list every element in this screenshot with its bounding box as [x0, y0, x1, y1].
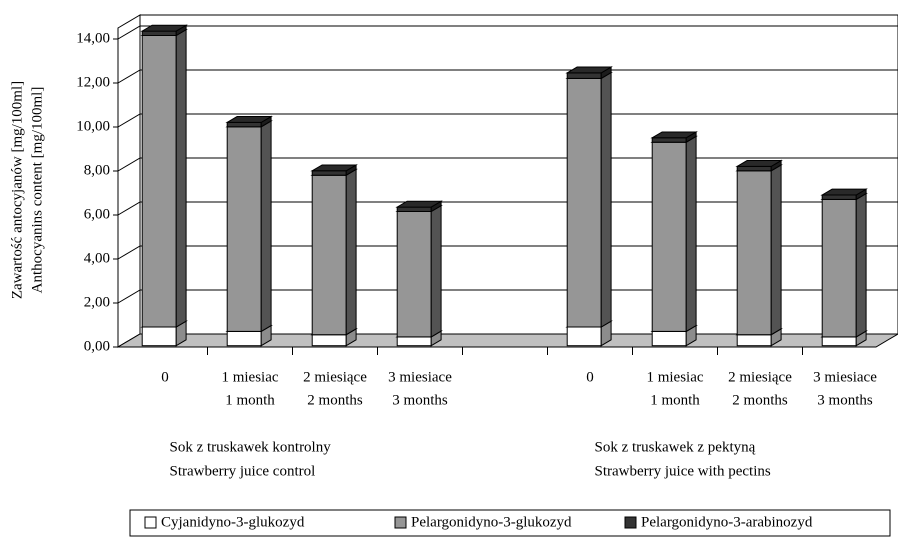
bar-segment	[566, 326, 602, 347]
x-tick-label: 3 miesiace	[813, 369, 877, 385]
bar-segment	[311, 170, 347, 176]
x-tick-label: 0	[161, 369, 169, 385]
y-tick-label: 2,00	[84, 294, 110, 310]
x-tick-label: 1 miesiac	[646, 369, 703, 385]
bar-top	[140, 24, 188, 32]
bar-segment	[396, 336, 432, 347]
bar-side	[175, 28, 187, 328]
legend-swatch	[144, 516, 157, 529]
x-tick-label: 2 months	[732, 392, 788, 408]
y-axis-label: Zawartość antocyjanów [mg/100ml]	[9, 81, 25, 299]
x-tick-label: 3 months	[817, 392, 873, 408]
bar-segment	[651, 141, 687, 332]
bar-side	[430, 204, 442, 338]
group-label: Strawberry juice control	[170, 463, 316, 479]
bar-side	[770, 164, 782, 336]
bar-segment	[821, 198, 857, 338]
bar-segment	[226, 126, 262, 332]
y-axis-label: Anthocyanins content [mg/100ml]	[29, 87, 45, 294]
x-tick-label: 0	[586, 369, 594, 385]
x-tick-label: 3 months	[392, 392, 448, 408]
bar-segment	[311, 334, 347, 347]
y-tick-label: 0,00	[84, 338, 110, 354]
bar-segment	[651, 137, 687, 143]
bar-segment	[311, 174, 347, 336]
grid-line	[117, 289, 898, 304]
legend-label: Pelargonidyno-3-glukozyd	[411, 514, 572, 530]
bar-segment	[226, 330, 262, 347]
bar-segment	[736, 165, 772, 172]
bar-top	[650, 131, 698, 139]
bar-top	[395, 200, 443, 208]
bar-segment	[566, 77, 602, 328]
group-label: Sok z truskawek z pektyną	[595, 439, 756, 455]
bar-segment	[736, 334, 772, 347]
bar-segment	[651, 330, 687, 347]
grid-line	[117, 245, 898, 260]
bar-segment	[821, 336, 857, 347]
bar-segment	[396, 206, 432, 213]
y-tick-label: 6,00	[84, 206, 110, 222]
bar-segment	[736, 170, 772, 336]
bar-top	[735, 160, 783, 167]
bar-side	[685, 135, 697, 333]
grid-line	[117, 113, 898, 128]
y-tick-label: 12,00	[76, 74, 110, 90]
bar-top	[310, 164, 358, 172]
x-tick-label: 3 miesiace	[388, 369, 452, 385]
grid-line	[117, 157, 898, 172]
legend-box	[129, 509, 891, 537]
grid-line	[117, 201, 898, 216]
x-tick-label: 1 miesiac	[221, 369, 278, 385]
x-tick-label: 2 miesiące	[303, 369, 367, 385]
x-tick-label: 2 miesiące	[728, 369, 792, 385]
grid-line	[117, 69, 898, 84]
legend-swatch	[624, 516, 637, 529]
bar-top	[225, 116, 273, 123]
legend-swatch	[394, 516, 407, 529]
bar-segment	[141, 326, 177, 347]
bar-top	[565, 66, 613, 74]
bar-side	[600, 71, 612, 328]
y-tick-label: 14,00	[76, 30, 110, 46]
grid-line	[117, 25, 898, 40]
x-tick-label: 1 month	[225, 392, 275, 408]
bar-side	[345, 168, 357, 336]
x-tick-label: 1 month	[650, 392, 700, 408]
x-tick-label: 2 months	[307, 392, 363, 408]
legend-label: Pelargonidyno-3-arabinozyd	[641, 514, 813, 530]
y-tick-label: 4,00	[84, 250, 110, 266]
bar-segment	[566, 72, 602, 79]
y-tick-label: 10,00	[76, 118, 110, 134]
bar-top	[820, 188, 868, 196]
bar-segment	[141, 35, 177, 328]
bar-side	[855, 192, 867, 338]
bar-segment	[821, 194, 857, 200]
legend-label: Cyjanidyno-3-glukozyd	[161, 514, 305, 530]
y-tick-label: 8,00	[84, 162, 110, 178]
bar-segment	[226, 121, 262, 128]
bar-segment	[141, 30, 177, 37]
side-wall	[117, 14, 141, 348]
bar-segment	[396, 211, 432, 338]
bar-side	[260, 120, 272, 333]
group-label: Sok z truskawek kontrolny	[170, 439, 332, 455]
group-label: Strawberry juice with pectins	[595, 463, 771, 479]
